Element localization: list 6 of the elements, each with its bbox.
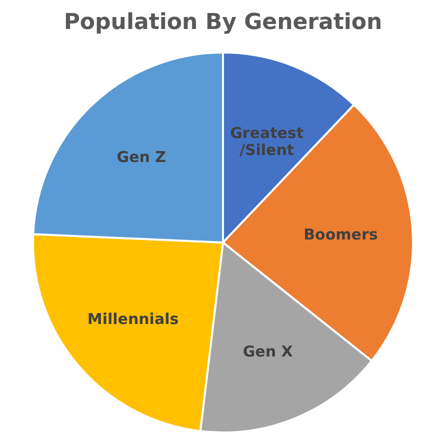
slice-label: Greatest /Silent: [230, 124, 304, 159]
slice-label: Boomers: [304, 225, 378, 244]
chart-title: Population By Generation: [64, 10, 382, 35]
slice-label: Gen X: [242, 342, 294, 361]
slice-label: Gen Z: [116, 148, 166, 166]
slice-label: Millennials: [87, 310, 179, 328]
